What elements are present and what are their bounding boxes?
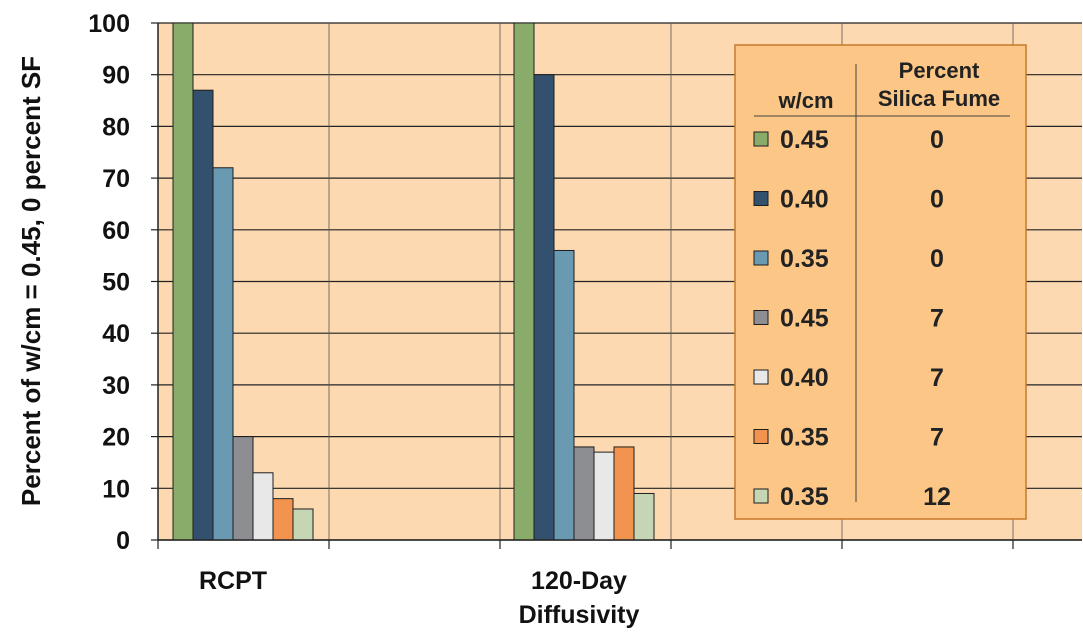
legend-header-wcm: w/cm: [777, 88, 833, 113]
legend-wcm-value: 0.35: [780, 245, 829, 273]
legend-swatch: [753, 369, 769, 385]
y-tick-label: 90: [102, 62, 130, 90]
legend-wcm-value: 0.35: [780, 483, 829, 511]
bar-diffusivity-7: [633, 492, 655, 541]
legend-swatch: [753, 250, 769, 266]
y-tick-label: 0: [116, 527, 130, 555]
y-tick-label: 100: [88, 10, 130, 38]
bar-rcpt-7: [292, 508, 314, 541]
y-axis-label: Percent of w/cm = 0.45, 0 percent SF: [16, 56, 46, 506]
legend-header-sf-line2: Silica Fume: [878, 86, 1000, 111]
legend-wcm-value: 0.45: [780, 305, 829, 333]
legend-sf-value: 7: [930, 305, 944, 333]
bar-rcpt-6: [272, 498, 294, 541]
legend-sf-value: 7: [930, 424, 944, 452]
y-tick-label: 50: [102, 269, 130, 297]
bar-diffusivity-3: [553, 249, 575, 541]
legend-sf-value: 0: [930, 126, 944, 154]
legend-sf-value: 0: [930, 186, 944, 214]
legend-sf-value: 12: [923, 483, 951, 511]
y-tick-label: 70: [102, 165, 130, 193]
legend-swatch: [753, 429, 769, 444]
legend: w/cm Percent Silica Fume 0.45 0 0.40 0 0.35 0 0.4…: [734, 44, 1027, 520]
y-tick-label: 80: [102, 113, 130, 141]
y-tick-label: 40: [102, 320, 130, 348]
bar-diffusivity-1: [513, 22, 535, 541]
x-axis: RCPT 120-Day Diffusivity: [157, 539, 1082, 629]
y-tick-label: 60: [102, 217, 130, 245]
y-tick-label: 20: [102, 424, 130, 452]
bar-diffusivity-6: [613, 446, 635, 541]
legend-wcm-value: 0.35: [780, 424, 829, 452]
bars: [172, 22, 655, 541]
bar-rcpt-5: [252, 472, 274, 541]
y-tick-label: 10: [102, 475, 130, 503]
legend-swatch: [753, 488, 769, 504]
y-tick-label: 30: [102, 372, 130, 400]
legend-wcm-value: 0.40: [780, 364, 829, 392]
legend-swatch: [753, 191, 769, 206]
legend-wcm-value: 0.45: [780, 126, 829, 154]
legend-sf-value: 0: [930, 245, 944, 273]
bar-rcpt-2: [192, 89, 214, 541]
bar-diffusivity-4: [573, 446, 595, 541]
bar-rcpt-4: [232, 436, 254, 541]
legend-box: [734, 44, 1027, 520]
legend-wcm-value: 0.40: [780, 186, 829, 214]
legend-swatch: [753, 310, 769, 325]
x-category-label: 120-Day Diffusivity: [519, 567, 640, 629]
bar-rcpt-3: [212, 167, 234, 541]
legend-sf-value: 7: [930, 364, 944, 392]
legend-header-sf-line1: Percent: [899, 58, 980, 83]
bar-diffusivity-5: [593, 451, 615, 541]
y-axis: 0 10 20 30 40 50 60 70 80 90 100: [88, 10, 159, 555]
bar-rcpt-1: [172, 22, 194, 541]
bar-diffusivity-2: [533, 74, 555, 541]
x-category-label: RCPT: [199, 567, 267, 595]
legend-swatch: [753, 131, 769, 147]
